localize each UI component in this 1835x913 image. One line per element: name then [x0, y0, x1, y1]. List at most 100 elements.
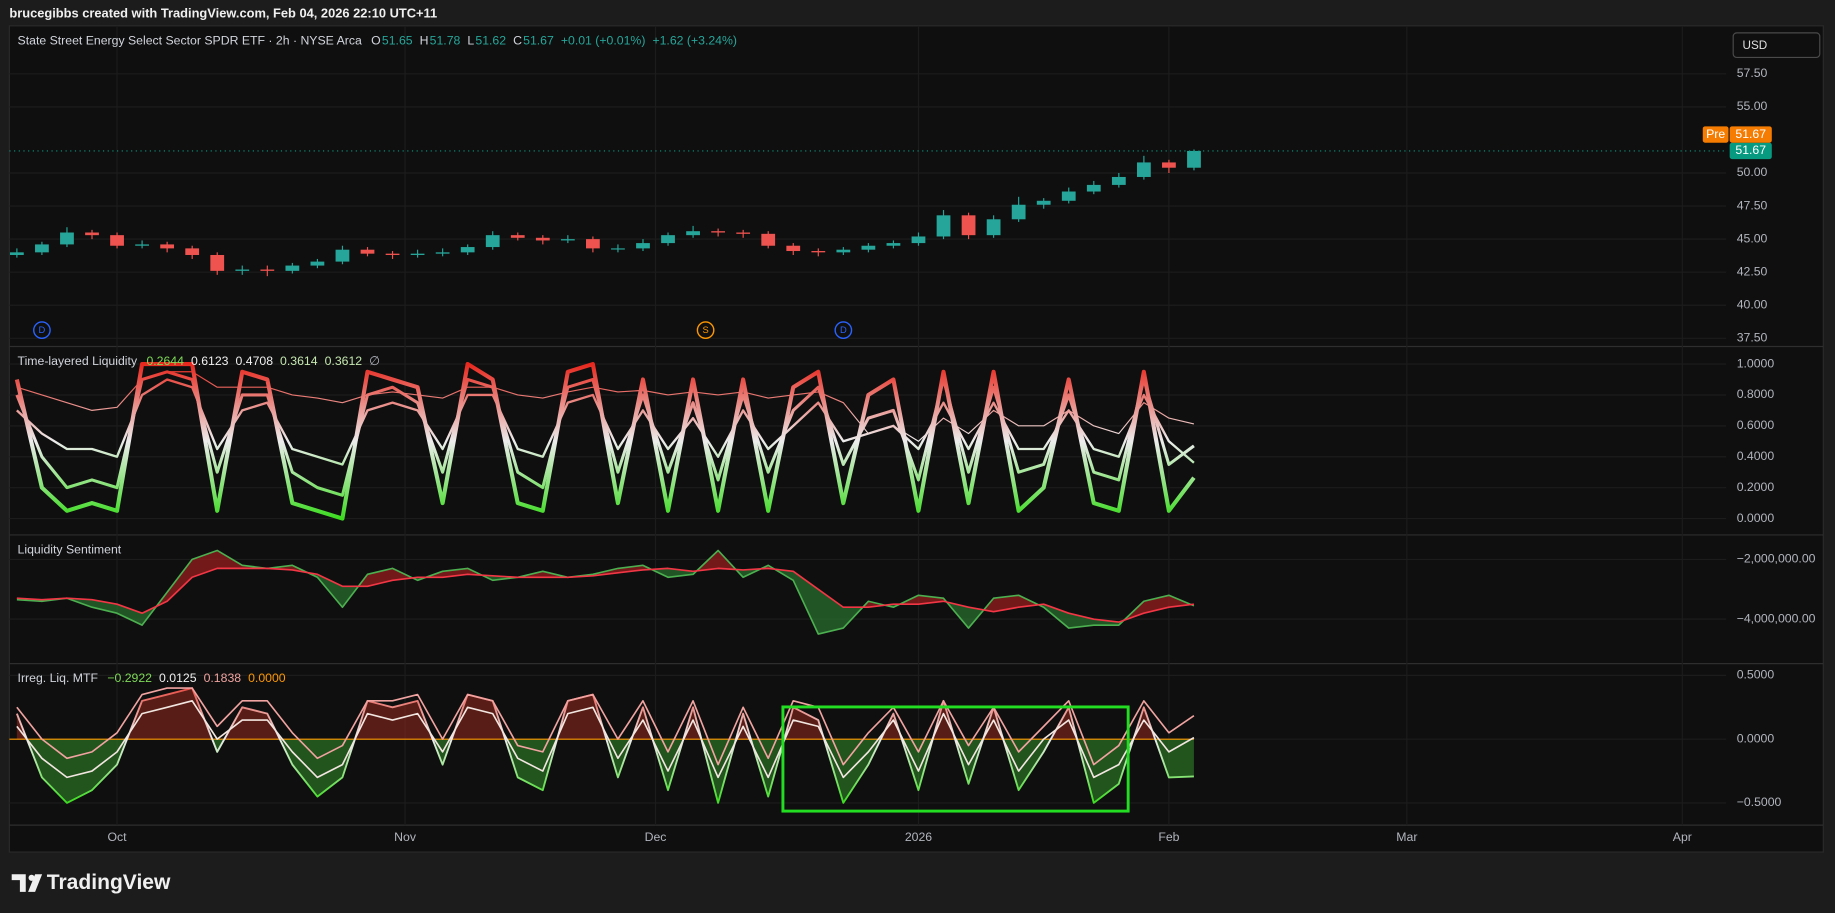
legend-text: 51.67: [523, 33, 554, 47]
brand-name: TradingView: [47, 871, 171, 894]
candle-body: [686, 231, 700, 236]
event-label: D: [840, 325, 847, 335]
candle-body: [85, 232, 99, 236]
candle-body: [761, 233, 776, 246]
candle-body: [1011, 204, 1026, 220]
y-tick-label: −4,000,000.00: [1737, 611, 1816, 625]
candle-body: [786, 245, 801, 252]
legend-text: 0.6123: [191, 354, 229, 368]
series-line: [16, 549, 1195, 635]
series-line: [16, 700, 1195, 779]
y-tick-label: 0.5000: [1737, 668, 1775, 682]
zero-fill: [16, 688, 1194, 803]
candle-body: [235, 269, 250, 271]
legend-text: 51.78: [430, 33, 461, 47]
legend-text: 51.65: [382, 33, 413, 47]
candle-body: [961, 215, 976, 236]
y-tick-label: 0.0000: [1737, 511, 1775, 525]
y-tick-label: 55.00: [1737, 99, 1768, 113]
event-label: D: [39, 325, 46, 335]
legend-text: H: [420, 33, 429, 47]
candle-body: [135, 244, 149, 246]
candle-body: [510, 235, 525, 238]
candle-body: [260, 269, 275, 271]
y-tick-label: 42.50: [1737, 264, 1768, 278]
band-fill-down: [16, 568, 1194, 635]
candle-body: [560, 239, 575, 241]
legend-text: +0.01 (+0.01%): [561, 33, 646, 47]
chart-panel: [8, 25, 1824, 853]
series-line: [15, 687, 1194, 804]
candle-body: [586, 239, 600, 249]
legend-text: State Street Energy Select Sector SPDR E…: [18, 33, 362, 47]
x-tick-label: Oct: [108, 830, 128, 844]
candle-body: [911, 236, 926, 244]
y-tick-label: 1.0000: [1737, 356, 1775, 370]
x-tick-label: Dec: [645, 830, 667, 844]
currency-button[interactable]: [1732, 32, 1821, 59]
candle-body: [210, 254, 225, 271]
x-tick-label: Nov: [394, 830, 417, 844]
legend-text: −0.2922: [107, 671, 152, 685]
candle-body: [460, 247, 475, 253]
y-tick-label: −0.5000: [1737, 795, 1782, 809]
series-line: [16, 378, 1195, 466]
candle-body: [661, 235, 675, 244]
series-line: [14, 361, 1196, 521]
x-tick-label: 2026: [905, 830, 932, 844]
candle-body: [936, 215, 951, 237]
candle-body: [285, 265, 300, 271]
candle-body: [60, 232, 74, 245]
candle-body: [1136, 162, 1151, 177]
y-tick-label: 0.2000: [1737, 480, 1775, 494]
pre-price-label: 51.67: [1735, 127, 1766, 141]
candle-body: [110, 235, 124, 246]
candle-body: [385, 253, 400, 255]
candle-body: [335, 249, 350, 262]
plots: Oct Nov Dec 2026 Feb Mar Apr 37.50 40.00 42.50 45.…: [9, 25, 1816, 844]
legend-text: Time-layered Liquidity: [18, 354, 138, 368]
logo-dot: [28, 874, 35, 881]
y-tick-label: 57.50: [1737, 66, 1768, 80]
series-line: [16, 371, 1195, 442]
pre-price-badge: [1729, 126, 1772, 143]
event-marker: [696, 321, 715, 340]
series-line: [16, 567, 1195, 623]
candle-body: [35, 244, 49, 253]
candle-body: [1036, 200, 1051, 205]
legend-text: 0.0125: [159, 671, 197, 685]
candle-body: [986, 219, 1001, 236]
candle-body: [160, 244, 175, 249]
legend-text: C: [513, 33, 522, 47]
candle-body: [861, 245, 876, 250]
candle-body: [1061, 191, 1076, 201]
candle-body: [435, 252, 450, 254]
legend-text: 0.2644: [146, 354, 184, 368]
candle-body: [1187, 150, 1201, 168]
annotation-box: [781, 705, 1130, 813]
event-marker: [33, 321, 51, 340]
legend-text: +1.62 (+3.24%): [652, 33, 737, 47]
logo-mark: [11, 874, 43, 892]
legend-text: 0.0000: [248, 671, 286, 685]
event-marker: [834, 321, 853, 340]
y-tick-label: 50.00: [1737, 165, 1768, 179]
series-line: [16, 687, 1195, 766]
y-tick-label: 0.6000: [1737, 418, 1775, 432]
legend-text: 0.4708: [236, 354, 274, 368]
candle-body: [611, 248, 625, 250]
legend-text: ∅: [369, 354, 380, 368]
last-price-label: 51.67: [1735, 143, 1766, 157]
event-label: S: [702, 325, 708, 335]
currency-label[interactable]: USD: [1743, 39, 1768, 52]
candle-body: [836, 249, 851, 253]
y-tick-label: 0.4000: [1737, 449, 1775, 463]
y-tick-label: 37.50: [1737, 331, 1768, 345]
y-tick-label: −2,000,000.00: [1737, 552, 1816, 566]
candle-body: [1111, 176, 1126, 185]
pre-tag-badge: [1702, 126, 1729, 143]
y-tick-label: 45.00: [1737, 231, 1768, 245]
x-tick-label: Mar: [1396, 830, 1417, 844]
header-caption: brucegibbs created with TradingView.com,…: [9, 6, 437, 21]
